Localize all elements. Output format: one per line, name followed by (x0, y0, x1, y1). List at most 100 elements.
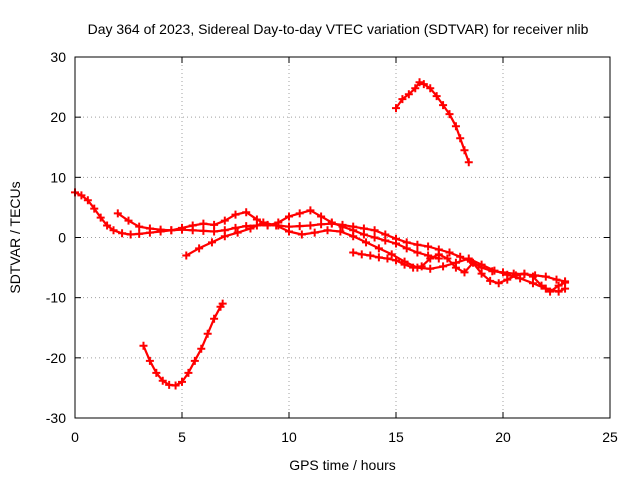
data-point (207, 238, 216, 247)
data-point (464, 254, 473, 263)
data-point (285, 227, 293, 236)
x-tick-label: 20 (495, 429, 511, 445)
chart-data-layer (71, 78, 570, 390)
data-point (541, 272, 550, 281)
data-point (439, 262, 448, 271)
series-main-track-d (349, 248, 570, 296)
y-tick-label: 10 (50, 169, 66, 185)
data-point (511, 271, 520, 280)
data-point (432, 92, 441, 101)
series-line (142, 302, 224, 387)
data-point (443, 254, 452, 263)
data-point (197, 344, 206, 353)
data-point (392, 104, 400, 113)
data-point (366, 251, 375, 260)
data-point (469, 258, 478, 267)
data-point (203, 329, 212, 338)
data-point (272, 221, 281, 230)
series-upper-arc (392, 78, 473, 167)
data-point (456, 134, 465, 143)
series-lower-arc (139, 299, 227, 390)
data-point (103, 221, 112, 230)
chart-grid (75, 57, 610, 418)
y-tick-label: 0 (58, 230, 66, 246)
data-point (537, 281, 546, 290)
series-main-track-c (182, 218, 570, 296)
data-point (210, 220, 219, 229)
data-point (392, 256, 400, 265)
data-point (83, 196, 92, 205)
data-point (135, 222, 144, 231)
data-point (310, 228, 319, 237)
data-point (445, 110, 454, 119)
data-point (383, 254, 392, 263)
y-tick-label: 20 (50, 109, 66, 125)
data-point (362, 238, 371, 247)
data-point (178, 377, 186, 386)
data-point (464, 158, 473, 167)
data-point (520, 269, 529, 278)
x-tick-label: 25 (602, 429, 618, 445)
data-point (426, 254, 435, 263)
data-point (451, 263, 460, 272)
data-point (419, 80, 428, 89)
data-point (398, 95, 407, 104)
chart-title: Day 364 of 2023, Sidereal Day-to-day VTE… (88, 21, 589, 37)
data-point (357, 250, 366, 259)
data-point (218, 299, 227, 308)
y-tick-label: -20 (46, 350, 66, 366)
data-point (349, 232, 358, 241)
data-point (392, 239, 400, 248)
data-point (178, 223, 186, 232)
data-point (246, 224, 255, 233)
data-point (252, 215, 261, 224)
data-point (188, 221, 197, 230)
data-point (460, 268, 469, 277)
data-point (295, 209, 304, 218)
data-point (554, 281, 563, 290)
x-axis-label: GPS time / hours (289, 457, 396, 473)
data-point (139, 341, 148, 350)
data-point (145, 224, 154, 233)
series-line (116, 209, 440, 260)
data-point (220, 216, 229, 225)
data-point (486, 276, 495, 285)
data-point (359, 230, 368, 239)
data-point (295, 222, 304, 231)
y-tick-label: -30 (46, 410, 66, 426)
data-point (477, 260, 486, 269)
data-point (90, 204, 99, 213)
data-point (349, 248, 358, 257)
x-tick-label: 10 (281, 429, 297, 445)
x-tick-label: 15 (388, 429, 404, 445)
data-point (456, 252, 465, 261)
data-point (424, 242, 433, 251)
data-point (190, 356, 199, 365)
data-point (411, 84, 420, 93)
data-point (445, 248, 454, 257)
data-point (460, 146, 469, 155)
data-point (374, 244, 383, 253)
data-point (259, 218, 268, 227)
data-point (413, 240, 422, 249)
data-point (338, 222, 347, 231)
data-point (370, 233, 379, 242)
data-point (494, 279, 503, 288)
data-point (124, 216, 133, 225)
data-point (426, 84, 435, 93)
data-point (477, 269, 486, 278)
data-point (327, 218, 336, 227)
data-point (195, 244, 204, 253)
data-point (96, 213, 105, 222)
data-point (323, 226, 332, 235)
data-point (490, 266, 499, 275)
data-point (503, 275, 512, 284)
data-point (552, 275, 561, 284)
x-tick-label: 5 (178, 429, 186, 445)
data-point (516, 274, 525, 283)
data-point (199, 219, 208, 228)
data-point (126, 230, 135, 239)
data-point (402, 244, 411, 253)
data-point (199, 226, 208, 235)
data-point (336, 227, 345, 236)
